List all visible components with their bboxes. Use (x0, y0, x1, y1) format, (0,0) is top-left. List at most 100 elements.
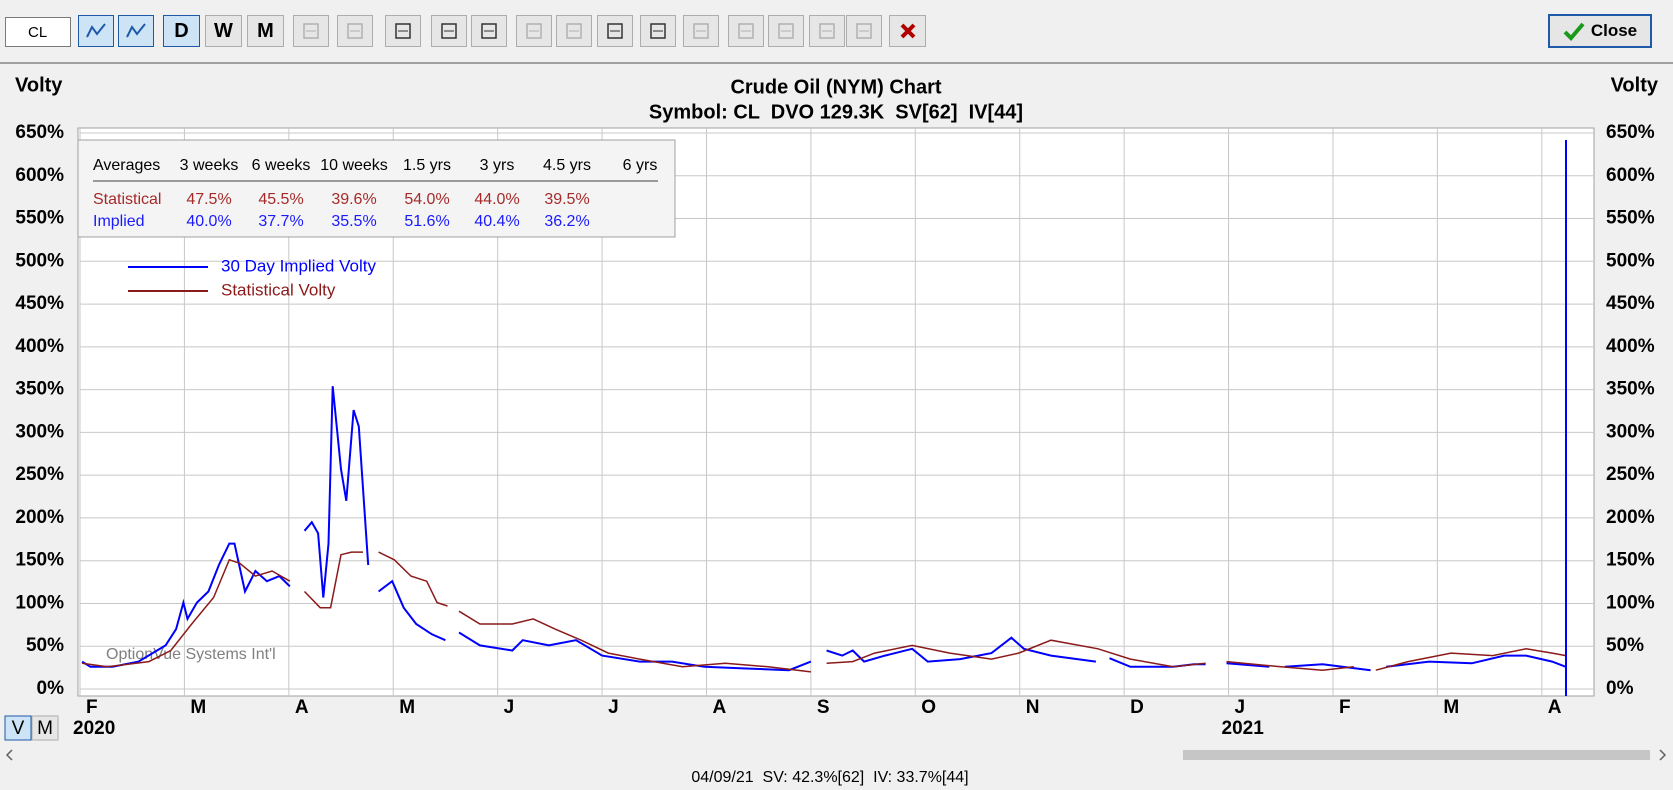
y2-tick-label: 100% (1606, 592, 1655, 613)
stats-header: 1.5 yrs (403, 157, 451, 174)
series-line (81, 551, 1566, 673)
legend-label: 30 Day Implied Volty (221, 256, 376, 275)
stats-header: 6 yrs (623, 157, 658, 174)
toolbar-icon-button[interactable] (809, 15, 845, 47)
stats-header: 3 weeks (180, 157, 239, 174)
x-tick-label: F (86, 697, 98, 718)
status-bar: 04/09/21 SV: 42.3%[62] IV: 33.7%[44] (691, 769, 968, 786)
icon (778, 23, 794, 39)
toolbar-icon-button[interactable] (293, 15, 329, 47)
chart-title: Crude Oil (NYM) Chart (730, 76, 941, 98)
stats-header: 3 yrs (480, 157, 515, 174)
toolbar-icon-button[interactable] (728, 15, 764, 47)
toolbar-icon-button[interactable] (640, 15, 676, 47)
toolbar-icon-button[interactable] (78, 15, 114, 47)
toolbar-icon-button[interactable] (597, 15, 633, 47)
stats-header: 4.5 yrs (543, 157, 591, 174)
x-tick-label: F (1339, 697, 1351, 718)
scroll-left[interactable] (5, 749, 13, 761)
y2-tick-label: 300% (1606, 421, 1655, 442)
view-button-label: M (37, 718, 53, 739)
toolbar-icon-button[interactable] (385, 15, 421, 47)
y-tick-label: 400% (15, 336, 64, 357)
icon (126, 23, 146, 38)
y-tick-label: 300% (15, 421, 64, 442)
y2-tick-label: 400% (1606, 336, 1655, 357)
symbol-input[interactable]: CL (5, 17, 71, 47)
stats-cell: 39.6% (331, 191, 376, 208)
x-tick-label: D (1130, 697, 1144, 718)
period-button[interactable]: D (163, 15, 200, 47)
y-tick-label: 200% (15, 507, 64, 528)
toolbar-icon-button[interactable] (846, 15, 882, 47)
icon (693, 23, 709, 39)
period-button[interactable]: W (205, 15, 242, 47)
year-label: 2021 (1222, 718, 1265, 739)
icon (303, 23, 319, 39)
scroll-right[interactable] (1659, 749, 1667, 761)
y-tick-label: 650% (15, 122, 64, 143)
x-tick-label: J (608, 697, 619, 718)
stats-cell: 45.5% (258, 191, 303, 208)
stats-cell: 44.0% (474, 191, 519, 208)
stats-cell: 40.0% (186, 213, 231, 230)
icon (819, 23, 835, 39)
view-button[interactable] (4, 715, 32, 741)
x-tick-label: N (1026, 697, 1040, 718)
stats-cell: 36.2% (544, 213, 589, 230)
y-tick-label: 550% (15, 208, 64, 229)
toolbar-icon-button[interactable] (683, 15, 719, 47)
icon (395, 23, 411, 39)
stats-cell: 39.5% (544, 191, 589, 208)
y-tick-label: 250% (15, 464, 64, 485)
view-button[interactable] (31, 715, 59, 741)
y2-tick-label: 150% (1606, 550, 1655, 571)
x-tick-label: M (1443, 697, 1459, 718)
icon (86, 23, 106, 38)
y2-axis-label: Volty (1611, 74, 1659, 96)
y2-tick-label: 50% (1606, 635, 1644, 656)
y2-tick-label: 500% (1606, 250, 1655, 271)
legend-label: Statistical Volty (221, 280, 336, 299)
watermark: OptionVue Systems Int'l (106, 646, 276, 663)
period-button[interactable]: M (247, 15, 284, 47)
delete-button[interactable] (889, 15, 926, 47)
y-tick-label: 500% (15, 250, 64, 271)
icon (526, 23, 542, 39)
chart-subtitle: Symbol: CL DVO 129.3K SV[62] IV[44] (649, 101, 1023, 123)
x-tick-label: M (399, 697, 415, 718)
y2-tick-label: 350% (1606, 379, 1655, 400)
x-tick-label: J (504, 697, 515, 718)
y-tick-label: 150% (15, 550, 64, 571)
toolbar-icon-button[interactable] (471, 15, 507, 47)
x-tick-label: J (1235, 697, 1246, 718)
x-icon (900, 23, 915, 39)
y-tick-label: 350% (15, 379, 64, 400)
stats-cell: 35.5% (331, 213, 376, 230)
stats-cell: 51.6% (404, 213, 449, 230)
icon (441, 23, 457, 39)
scrollbar-thumb[interactable] (1183, 750, 1650, 760)
toolbar-icon-button[interactable] (516, 15, 552, 47)
icon (481, 23, 497, 39)
icon (738, 23, 754, 39)
toolbar-icon-button[interactable] (556, 15, 592, 47)
toolbar-icon-button[interactable] (118, 15, 154, 47)
toolbar-icon-button[interactable] (431, 15, 467, 47)
toolbar-icon-button[interactable] (768, 15, 804, 47)
close-button[interactable]: Close (1548, 14, 1652, 48)
close-label: Close (1590, 21, 1638, 40)
x-tick-label: A (712, 697, 726, 718)
y2-tick-label: 650% (1606, 122, 1655, 143)
x-tick-label: S (817, 697, 830, 718)
x-tick-label: A (295, 697, 309, 718)
icon (650, 23, 666, 39)
year-label: 2020 (73, 718, 115, 739)
y-tick-label: 450% (15, 293, 64, 314)
stats-cell: 40.4% (474, 213, 519, 230)
toolbar-icon-button[interactable] (337, 15, 373, 47)
check-icon (1563, 22, 1585, 41)
stats-cell: 54.0% (404, 191, 449, 208)
icon (566, 23, 582, 39)
